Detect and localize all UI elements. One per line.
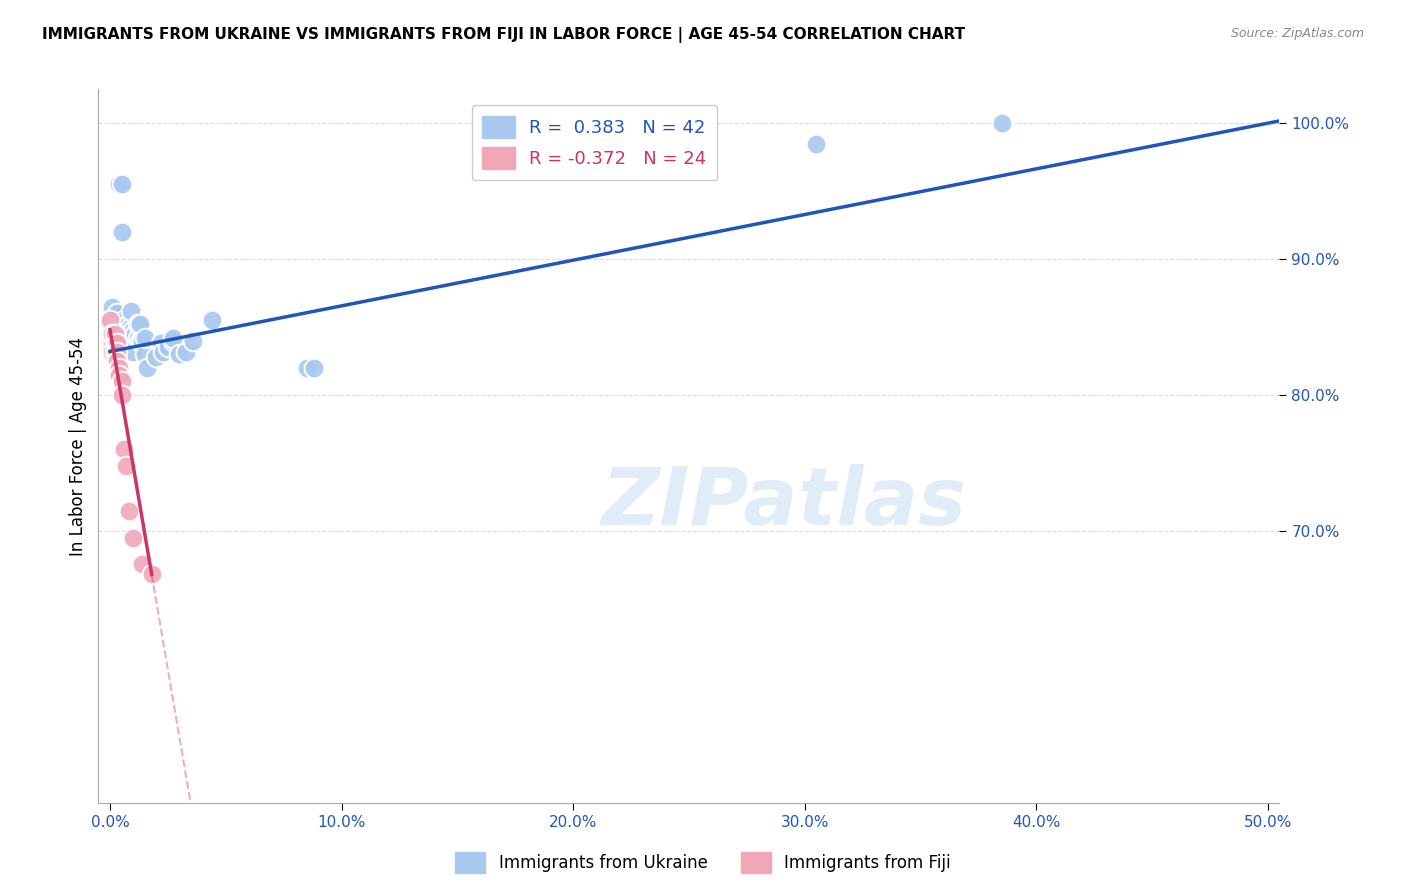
Point [806, 136, 828, 151]
Point [124, 326, 146, 341]
Point [112, 326, 135, 341]
Point [108, 360, 131, 375]
Point [110, 388, 132, 402]
Point [110, 225, 132, 239]
Point [98, 313, 121, 327]
Point [129, 334, 152, 348]
Point [127, 331, 149, 345]
Point [98, 336, 121, 351]
Point [104, 344, 127, 359]
Point [101, 313, 124, 327]
Point [105, 334, 128, 348]
Point [131, 334, 153, 348]
Point [122, 531, 145, 545]
Point [105, 306, 128, 320]
Point [295, 360, 318, 375]
Point [122, 344, 145, 359]
Point [117, 334, 139, 348]
Point [105, 336, 128, 351]
Point [134, 331, 156, 345]
Point [152, 344, 174, 359]
Point [115, 320, 138, 334]
Point [990, 116, 1012, 130]
Point [120, 303, 142, 318]
Point [98, 326, 121, 341]
Legend: Immigrants from Ukraine, Immigrants from Fiji: Immigrants from Ukraine, Immigrants from… [449, 846, 957, 880]
Point [302, 360, 325, 375]
Point [122, 331, 145, 345]
Point [105, 320, 128, 334]
Point [104, 326, 127, 341]
Legend: R =  0.383   N = 42, R = -0.372   N = 24: R = 0.383 N = 42, R = -0.372 N = 24 [471, 105, 717, 180]
Text: IMMIGRANTS FROM UKRAINE VS IMMIGRANTS FROM FIJI IN LABOR FORCE | AGE 45-54 CORRE: IMMIGRANTS FROM UKRAINE VS IMMIGRANTS FR… [42, 27, 966, 43]
Point [110, 178, 132, 192]
Point [112, 313, 135, 327]
Point [101, 344, 124, 359]
Point [141, 567, 163, 582]
Point [105, 344, 128, 359]
Point [115, 458, 138, 473]
Point [117, 318, 139, 332]
Point [201, 313, 224, 327]
Point [127, 318, 149, 332]
Y-axis label: In Labor Force | Age 45-54: In Labor Force | Age 45-54 [69, 336, 87, 556]
Point [108, 368, 131, 382]
Point [149, 336, 172, 351]
Point [136, 360, 159, 375]
Point [104, 336, 127, 351]
Point [120, 320, 142, 334]
Point [162, 334, 184, 348]
Point [112, 442, 135, 457]
Point [98, 334, 121, 348]
Point [122, 323, 145, 337]
Point [169, 347, 191, 361]
Text: ZIPatlas: ZIPatlas [600, 464, 966, 542]
Point [134, 347, 156, 361]
Point [129, 318, 152, 332]
Point [156, 341, 179, 355]
Point [162, 331, 184, 345]
Point [105, 354, 128, 368]
Point [145, 350, 167, 364]
Point [101, 331, 124, 345]
Point [108, 178, 131, 192]
Text: Source: ZipAtlas.com: Source: ZipAtlas.com [1230, 27, 1364, 40]
Point [183, 334, 205, 348]
Point [115, 334, 138, 348]
Point [131, 557, 153, 571]
Point [101, 336, 124, 351]
Point [117, 503, 139, 517]
Point [101, 326, 124, 341]
Point [176, 344, 198, 359]
Point [110, 375, 132, 389]
Point [101, 300, 124, 314]
